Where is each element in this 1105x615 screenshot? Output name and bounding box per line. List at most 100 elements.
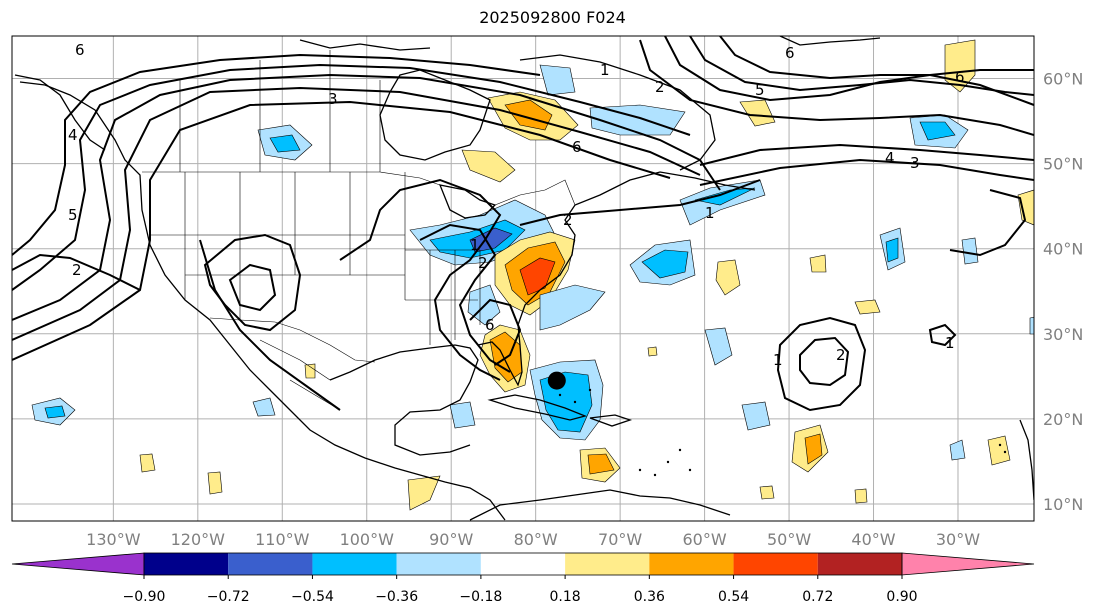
- contour-label: 4: [68, 126, 78, 144]
- shade-positive-tropical-atlantic-core: [804, 433, 823, 465]
- contour-label: 6: [572, 138, 582, 156]
- shade-negative-carolinas-offshore: [539, 284, 606, 331]
- contour-label: 3: [910, 154, 920, 172]
- contour-jet-1: [12, 73, 721, 321]
- shade-positive-mid-tropics: [854, 488, 868, 504]
- coast-hispaniola: [589, 414, 633, 427]
- contour-label: 2: [836, 346, 846, 364]
- colorbar-extend-high: [901, 552, 1035, 576]
- contour-label: 1: [705, 204, 715, 222]
- shade-positive-cape-verde: [987, 435, 1011, 466]
- colorbar-segment: [312, 553, 397, 575]
- borders-mexico-states: [259, 339, 341, 411]
- shade-negative-africa-coast: [1029, 316, 1034, 335]
- shade-negative-bermuda: [704, 327, 733, 366]
- contour-west-low-2: [228, 263, 277, 312]
- latitude-label: 30°N: [1043, 325, 1083, 344]
- island: [653, 473, 657, 477]
- colorbar-tick-label: −0.36: [375, 589, 418, 605]
- longitude-label: 70°W: [598, 530, 642, 549]
- shade-negative-baja: [252, 397, 276, 417]
- colorbar-segment: [649, 553, 734, 575]
- contour-jet-4: [12, 63, 691, 291]
- island: [588, 388, 592, 392]
- shade-negative-tropics: [741, 401, 771, 431]
- contour-label-group: 6 6 6 6 4 3 2 1 1 1 2 2 2 3 5 4 5 6 1 2 …: [68, 41, 965, 369]
- island: [638, 468, 642, 472]
- longitude-label: 40°W: [851, 530, 895, 549]
- shade-positive-atlantic-small: [809, 254, 827, 273]
- coast-florida-atlantic: [477, 171, 756, 387]
- shade-negative-baffin: [539, 64, 576, 96]
- contour-west-trough: [199, 239, 341, 411]
- contour-north-6: [699, 158, 1034, 186]
- island: [998, 443, 1002, 447]
- coast-south-america: [469, 489, 731, 521]
- latitude-label: 50°N: [1043, 155, 1083, 174]
- colorbar-tick-label: 0.54: [718, 589, 749, 605]
- coast-pacific-north-america: [19, 81, 506, 521]
- shade-positive-mexico: [207, 471, 223, 495]
- contour-label: 1: [773, 351, 783, 369]
- contour-label: 2: [655, 78, 665, 96]
- longitude-label: 90°W: [429, 530, 473, 549]
- shade-positive-mexico-west: [304, 363, 316, 379]
- contour-label: 2: [563, 211, 573, 229]
- latitude-labels: 60°N 50°N 40°N 30°N 20°N 10°N: [1043, 70, 1083, 514]
- colorbar-tick-label: −0.54: [291, 589, 334, 605]
- colorbar-segment: [396, 553, 481, 575]
- contour-small-atlantic: [928, 323, 957, 347]
- shade-positive-bahamas-north: [647, 346, 658, 357]
- colorbar-tick-labels: −0.90 −0.72 −0.54 −0.36 −0.18 0.18 0.36 0.54 0.7…: [123, 575, 918, 605]
- shade-positive-central-america: [407, 475, 441, 511]
- island: [678, 448, 682, 452]
- island: [1003, 450, 1007, 454]
- coast-africa: [1019, 419, 1034, 501]
- map-frame: [11, 35, 1035, 522]
- colorbar-tick-label: 0.72: [802, 589, 833, 605]
- contour-north-3: [719, 36, 1034, 106]
- longitude-label: 100°W: [340, 530, 395, 549]
- contour-label: 1: [470, 236, 480, 254]
- contour-label: 2: [72, 261, 82, 279]
- contour-label: 6: [785, 44, 795, 62]
- shade-negative-caribbean-south: [949, 439, 966, 461]
- contour-label: 1: [600, 61, 610, 79]
- contour-jet-5: [12, 53, 541, 256]
- shade-negative-northatlantic-core: [919, 121, 956, 141]
- border-us-canada: [142, 171, 441, 186]
- shade-negative-midatlantic-ocean-core: [885, 237, 899, 263]
- coast-cuba: [487, 394, 588, 421]
- shade-positive-central-atlantic: [715, 259, 741, 296]
- colorbar-segment: [565, 553, 650, 575]
- contour-label: 2: [478, 254, 488, 272]
- shade-negative-gulf: [449, 401, 476, 429]
- contour-midatlantic: [519, 179, 761, 226]
- colorbar-extend-low: [11, 552, 145, 576]
- colorbar-segment: [228, 553, 313, 575]
- shade-negative-newfoundland-core: [694, 187, 756, 206]
- latitude-label: 60°N: [1043, 70, 1083, 89]
- longitude-label: 50°W: [767, 530, 811, 549]
- contour-label: 6: [75, 41, 85, 59]
- colorbar-segment: [733, 553, 818, 575]
- longitude-labels: 130°W 120°W 110°W 100°W 90°W 80°W 70°W 60°W 50°W…: [86, 530, 980, 549]
- shade-negative-pacific-sw-core: [44, 405, 66, 419]
- latitude-label: 10°N: [1043, 495, 1083, 514]
- contour-label: 3: [328, 90, 338, 108]
- contour-trough-2: [419, 223, 511, 373]
- colorbar-frame: [143, 552, 903, 576]
- caribbean-islands: [558, 388, 1007, 477]
- borders-us-states: [150, 172, 481, 345]
- longitude-label: 80°W: [514, 530, 558, 549]
- coast-greenland: [779, 36, 881, 46]
- shade-positive-azores: [1017, 189, 1034, 226]
- coast-great-lakes: [438, 184, 497, 219]
- border-us-canada-east: [494, 179, 576, 206]
- contour-west-low: [203, 233, 302, 332]
- border-us-mexico: [209, 317, 376, 363]
- contour-label: 6: [955, 68, 965, 86]
- longitude-label: 30°W: [936, 530, 980, 549]
- shade-negative-east-atlantic: [961, 237, 979, 265]
